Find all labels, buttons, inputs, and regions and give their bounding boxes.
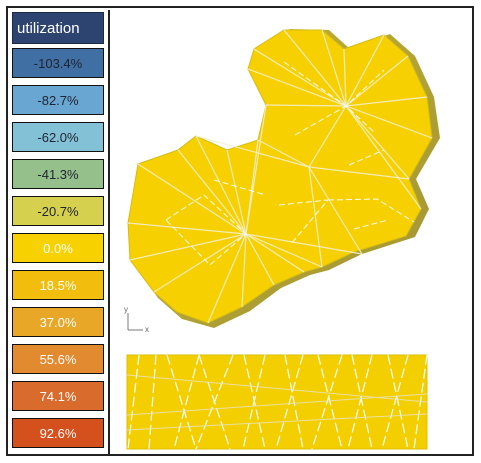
legend-item: -20.7% (12, 196, 104, 226)
legend-item-label: -20.7% (37, 203, 79, 219)
axis-x-label: x (145, 325, 149, 334)
viewer-frame: utilization -103.4% -82.7% -62.0% -41.3% -20… (6, 6, 474, 456)
legend-item-label: -82.7% (37, 92, 79, 108)
axis-indicator: y x (124, 305, 149, 334)
legend-item: 18.5% (12, 270, 104, 300)
elevation-plate (127, 355, 427, 449)
legend-item: -41.3% (12, 159, 104, 189)
legend-item: 0.0% (12, 233, 104, 263)
legend-item-label: 55.6% (39, 351, 77, 367)
legend-item-label: 0.0% (43, 240, 73, 256)
legend-item-label: 74.1% (39, 388, 77, 404)
elevation-lines (127, 354, 428, 450)
legend-item: 55.6% (12, 344, 104, 374)
legend-item: 37.0% (12, 307, 104, 337)
legend-item-label: -62.0% (37, 129, 79, 145)
legend-item: -62.0% (12, 122, 104, 152)
legend-item: 92.6% (12, 418, 104, 448)
legend-item-label: 18.5% (39, 277, 77, 293)
legend-item: -103.4% (12, 48, 104, 78)
legend-title: utilization (12, 12, 104, 44)
legend-items: -103.4% -82.7% -62.0% -41.3% -20.7% 0.0% 18.5%… (12, 48, 106, 448)
folded-plate-top-view (127, 29, 440, 328)
legend-item-label: 92.6% (39, 425, 77, 441)
mesh-lines (165, 61, 415, 266)
elevation-view (126, 354, 428, 450)
legend-item: -82.7% (12, 85, 104, 115)
structure-svg: y x (124, 29, 440, 450)
model-view[interactable]: y x (114, 10, 472, 455)
axis-y-label: y (124, 305, 128, 314)
legend-item-label: -41.3% (37, 166, 79, 182)
legend-item: 74.1% (12, 381, 104, 411)
legend-item-label: 37.0% (39, 314, 77, 330)
legend-item-label: -103.4% (33, 55, 83, 71)
utilization-legend: utilization -103.4% -82.7% -62.0% -41.3% -20… (10, 10, 110, 455)
